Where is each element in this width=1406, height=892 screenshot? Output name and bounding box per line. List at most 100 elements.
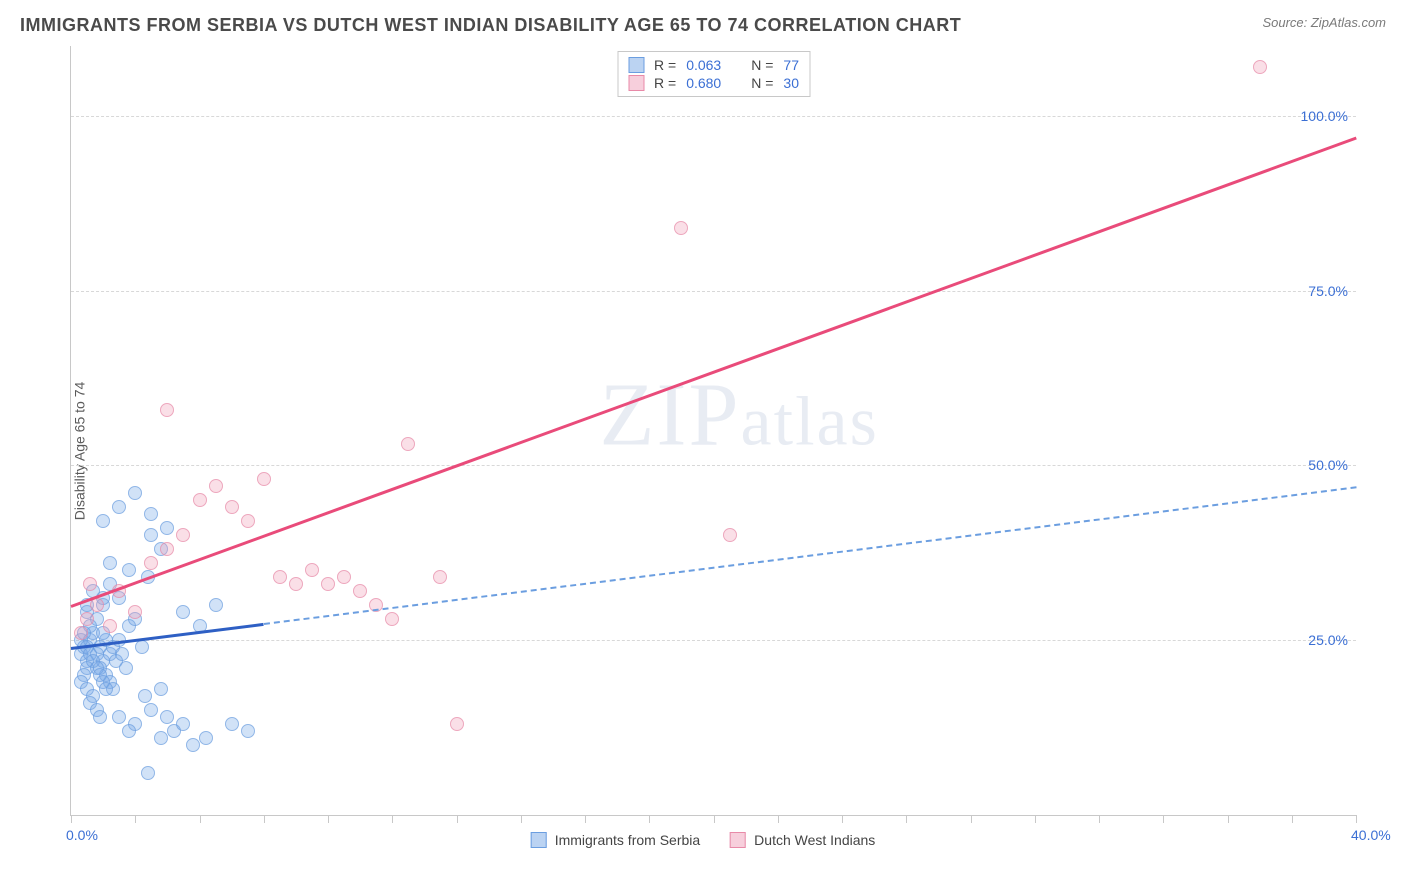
data-point: [273, 570, 287, 584]
r-label: R =: [654, 57, 676, 73]
data-point: [103, 556, 117, 570]
data-point: [103, 619, 117, 633]
n-label: N =: [751, 57, 773, 73]
x-tick: [649, 815, 650, 823]
data-point: [119, 661, 133, 675]
data-point: [80, 612, 94, 626]
data-point: [723, 528, 737, 542]
x-tick: [1163, 815, 1164, 823]
data-point: [241, 724, 255, 738]
chart-container: Disability Age 65 to 74 ZIPatlas R = 0.0…: [20, 46, 1386, 856]
x-tick-label: 0.0%: [66, 827, 98, 843]
data-point: [122, 724, 136, 738]
data-point: [225, 717, 239, 731]
data-point: [353, 584, 367, 598]
gridline: [71, 465, 1356, 466]
x-tick: [392, 815, 393, 823]
x-tick: [328, 815, 329, 823]
data-point: [321, 577, 335, 591]
legend-label-serbia: Immigrants from Serbia: [555, 832, 700, 848]
data-point: [160, 542, 174, 556]
x-tick: [1228, 815, 1229, 823]
data-point: [74, 626, 88, 640]
data-point: [144, 507, 158, 521]
legend-item-serbia: Immigrants from Serbia: [531, 832, 700, 848]
dutch-n-value: 30: [783, 75, 799, 91]
data-point: [186, 738, 200, 752]
data-point: [241, 514, 255, 528]
trend-line: [264, 486, 1356, 625]
r-label: R =: [654, 75, 676, 91]
data-point: [199, 731, 213, 745]
data-point: [160, 403, 174, 417]
data-point: [99, 682, 113, 696]
y-tick-label: 50.0%: [1308, 457, 1348, 473]
data-point: [289, 577, 303, 591]
data-point: [112, 500, 126, 514]
data-point: [141, 766, 155, 780]
data-point: [160, 521, 174, 535]
data-point: [1253, 60, 1267, 74]
x-tick: [1035, 815, 1036, 823]
chart-title: IMMIGRANTS FROM SERBIA VS DUTCH WEST IND…: [20, 15, 961, 36]
x-tick: [778, 815, 779, 823]
data-point: [93, 710, 107, 724]
data-point: [176, 528, 190, 542]
n-label: N =: [751, 75, 773, 91]
data-point: [209, 479, 223, 493]
plot-area: ZIPatlas R = 0.063 N = 77 R = 0.680 N = …: [70, 46, 1356, 816]
x-tick: [714, 815, 715, 823]
series-legend: Immigrants from Serbia Dutch West Indian…: [531, 832, 876, 848]
x-tick: [842, 815, 843, 823]
data-point: [144, 528, 158, 542]
data-point: [144, 556, 158, 570]
data-point: [225, 500, 239, 514]
x-tick: [1099, 815, 1100, 823]
x-tick: [1356, 815, 1357, 823]
swatch-dutch: [730, 832, 746, 848]
data-point: [128, 486, 142, 500]
data-point: [305, 563, 319, 577]
y-tick-label: 75.0%: [1308, 283, 1348, 299]
x-tick: [521, 815, 522, 823]
data-point: [160, 710, 174, 724]
data-point: [193, 493, 207, 507]
y-tick-label: 25.0%: [1308, 632, 1348, 648]
data-point: [209, 598, 223, 612]
x-tick: [200, 815, 201, 823]
x-tick: [971, 815, 972, 823]
swatch-dutch: [628, 75, 644, 91]
data-point: [257, 472, 271, 486]
data-point: [433, 570, 447, 584]
gridline: [71, 640, 1356, 641]
x-tick: [906, 815, 907, 823]
data-point: [83, 577, 97, 591]
data-point: [450, 717, 464, 731]
watermark: ZIPatlas: [600, 364, 879, 467]
dutch-r-value: 0.680: [686, 75, 721, 91]
serbia-r-value: 0.063: [686, 57, 721, 73]
gridline: [71, 116, 1356, 117]
x-tick: [264, 815, 265, 823]
data-point: [154, 731, 168, 745]
stats-row-dutch: R = 0.680 N = 30: [628, 74, 799, 92]
swatch-serbia: [628, 57, 644, 73]
gridline: [71, 291, 1356, 292]
trend-line: [70, 137, 1356, 608]
data-point: [385, 612, 399, 626]
stats-legend-box: R = 0.063 N = 77 R = 0.680 N = 30: [617, 51, 810, 97]
data-point: [96, 514, 110, 528]
data-point: [128, 605, 142, 619]
data-point: [112, 710, 126, 724]
data-point: [674, 221, 688, 235]
x-tick-label: 40.0%: [1351, 827, 1391, 843]
data-point: [115, 647, 129, 661]
x-tick: [135, 815, 136, 823]
legend-item-dutch: Dutch West Indians: [730, 832, 875, 848]
data-point: [122, 563, 136, 577]
stats-row-serbia: R = 0.063 N = 77: [628, 56, 799, 74]
data-point: [176, 605, 190, 619]
x-tick: [71, 815, 72, 823]
x-tick: [1292, 815, 1293, 823]
data-point: [401, 437, 415, 451]
